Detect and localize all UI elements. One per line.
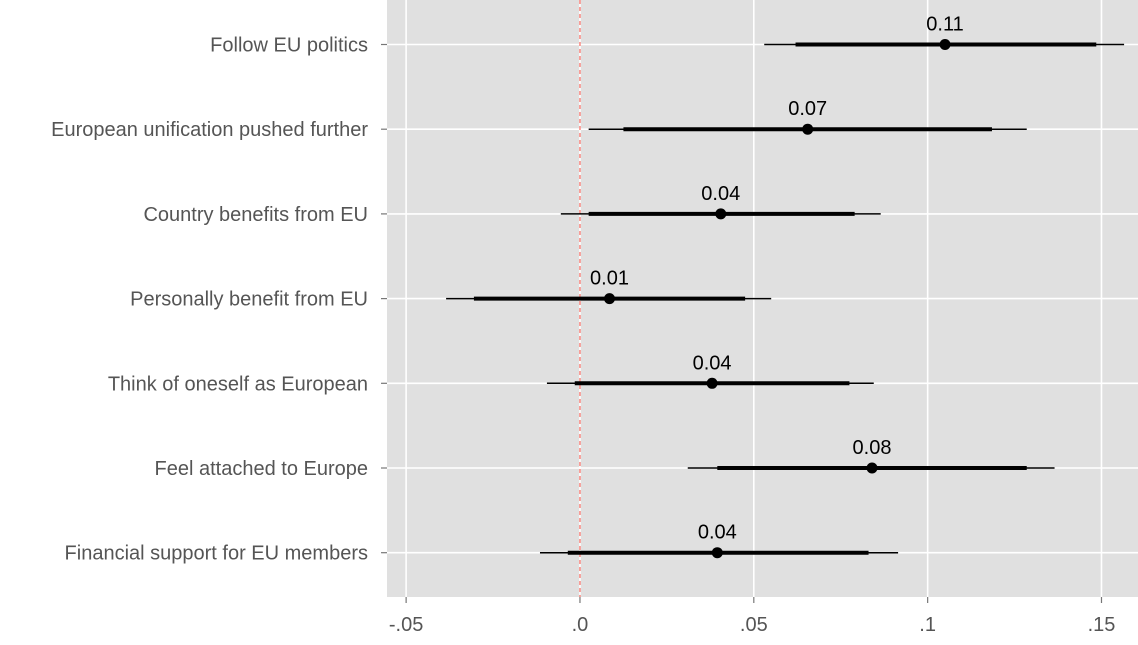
category-label: Personally benefit from EU [130,289,368,311]
x-tick-label: -.05 [389,614,423,636]
x-tick-label: .15 [1088,614,1116,636]
value-label: 0.04 [701,183,740,205]
category-label: European unification pushed further [51,119,368,141]
category-label: Follow EU politics [210,35,368,57]
point-estimate [939,39,951,50]
point-estimate [711,547,723,559]
point-estimate [802,123,814,135]
category-label: Feel attached to Europe [155,458,368,480]
value-label: 0.11 [926,14,963,36]
value-label: 0.07 [788,98,827,120]
point-estimate [604,293,616,305]
value-label: 0.01 [590,268,629,290]
point-estimate [706,377,718,389]
point-estimate [866,462,878,474]
point-estimate [715,208,727,220]
category-label: Think of oneself as European [108,373,368,395]
value-label: 0.08 [853,437,892,459]
x-tick-label: .05 [740,614,768,636]
value-label: 0.04 [698,522,737,544]
x-tick-label: .0 [572,614,589,636]
category-label: Country benefits from EU [143,204,368,226]
x-tick-label: .1 [919,614,936,636]
category-label: Financial support for EU members [65,543,368,565]
value-label: 0.04 [693,352,732,374]
